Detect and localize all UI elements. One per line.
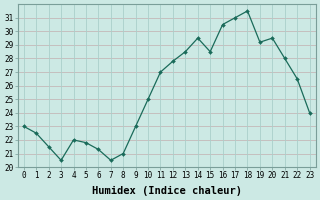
X-axis label: Humidex (Indice chaleur): Humidex (Indice chaleur) bbox=[92, 186, 242, 196]
